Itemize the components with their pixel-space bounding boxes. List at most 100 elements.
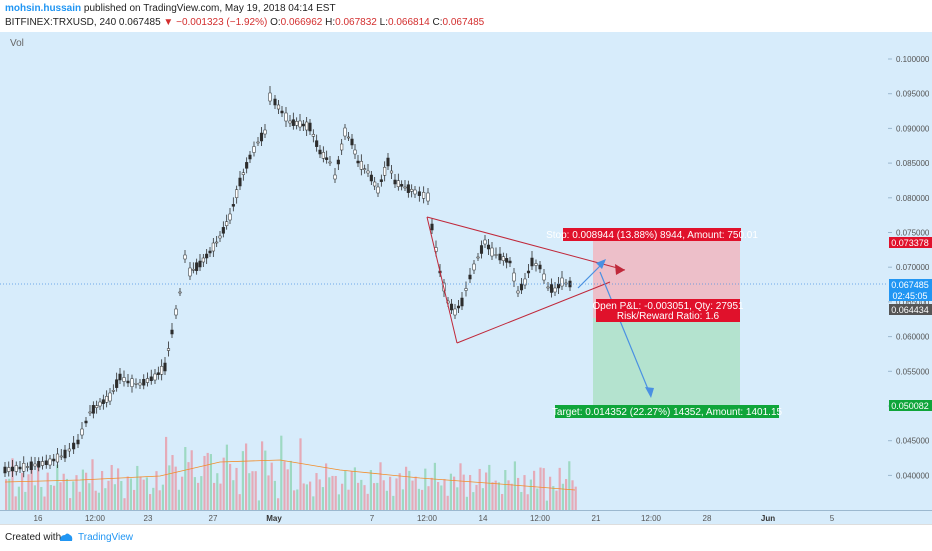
candle-body	[101, 399, 105, 404]
candle-body	[72, 442, 76, 450]
volume-bar	[129, 478, 132, 510]
volume-bar	[376, 482, 379, 510]
volume-bar	[283, 461, 286, 510]
target-profit-zone[interactable]	[593, 318, 740, 406]
time-axis[interactable]: 16 12:00 23 27 May 7 12:00 14 12:00 21 12:00 28 Jun 5	[0, 510, 888, 525]
candle-body	[308, 122, 312, 132]
volume-bar	[299, 438, 302, 510]
volume-bar	[152, 487, 155, 510]
volume-bar	[168, 465, 171, 510]
price-tick-label: 0.040000	[896, 471, 930, 480]
volume-bar	[337, 494, 340, 510]
volume-bar	[309, 481, 312, 510]
volume-bar	[78, 491, 81, 510]
target-label-box	[555, 405, 779, 418]
triangle-upper-line[interactable]	[426, 216, 626, 271]
candle-body	[298, 120, 302, 128]
triangle-left-line[interactable]	[426, 216, 458, 344]
time-tick-label: 12:00	[417, 514, 438, 523]
volume-bar	[293, 490, 296, 510]
candle-body	[530, 257, 534, 267]
volume-bar	[510, 483, 513, 510]
volume-bar	[507, 480, 510, 510]
volume-bar	[472, 492, 475, 510]
volume-bar	[200, 476, 203, 510]
candle-body	[494, 254, 498, 256]
chart-area[interactable]: Vol Stop: 0.008944 (13.88%) 8944, Amount…	[0, 32, 889, 510]
volume-bar	[17, 486, 20, 510]
volume-bar	[46, 472, 49, 510]
volume-bar	[382, 480, 385, 510]
volume-bar	[267, 475, 270, 510]
price-tick-label: 0.045000	[896, 437, 930, 446]
volume-bar	[497, 482, 500, 510]
candle-body	[183, 254, 187, 260]
target-arrow[interactable]	[599, 271, 651, 395]
candle-body	[346, 136, 351, 139]
candle-body	[228, 213, 232, 221]
candle-body	[245, 162, 249, 169]
candle-body	[268, 92, 272, 102]
candle-body	[315, 140, 319, 147]
volume-bar	[401, 489, 404, 510]
volume-bar	[549, 476, 552, 510]
candle-body	[134, 383, 138, 385]
volume-bar	[88, 483, 91, 510]
candle-body	[560, 277, 564, 287]
candle-body	[472, 263, 476, 271]
candle-body	[84, 420, 88, 424]
volume-bar	[433, 462, 436, 510]
candle-body	[238, 177, 242, 187]
volume-bar	[517, 477, 520, 510]
candle-body	[449, 303, 454, 311]
candle-body	[564, 282, 568, 285]
candle-body	[546, 286, 550, 289]
volume-bar	[446, 495, 449, 510]
candle-body	[115, 379, 119, 388]
price-axis-svg[interactable]: 0.100000 0.095000 0.090000 0.085000 0.080000…	[888, 32, 932, 510]
countdown-text: 02:45:05	[892, 291, 927, 301]
volume-bar	[72, 481, 75, 510]
price-tick-label: 0.100000	[896, 55, 930, 64]
high-value: 0.067832	[335, 17, 377, 28]
volume-bar	[526, 494, 529, 510]
candle-body	[170, 329, 174, 335]
volume-bar	[203, 455, 206, 510]
volume-label: Vol	[10, 38, 24, 49]
volume-bar	[101, 471, 104, 510]
candle-body	[256, 141, 260, 144]
time-axis-svg[interactable]: 16 12:00 23 27 May 7 12:00 14 12:00 21 12:00 28 Jun 5	[0, 511, 888, 525]
volume-bar	[264, 450, 267, 510]
symbol-name[interactable]: BITFINEX:TRXUSD, 240	[5, 17, 117, 28]
volume-bar	[136, 465, 139, 510]
candle-body	[393, 179, 397, 185]
author-link[interactable]: mohsin.hussain	[5, 3, 82, 14]
volume-bar	[65, 478, 68, 510]
close-value: 0.067485	[442, 17, 485, 28]
triangle-lower-line[interactable]	[456, 281, 611, 344]
volume-bar	[574, 486, 577, 510]
candle-body	[464, 288, 468, 291]
candle-body	[10, 466, 15, 472]
candle-body	[195, 262, 199, 271]
candle-body	[413, 189, 417, 195]
price-tick-label: 0.060000	[896, 333, 930, 342]
volume-bar	[462, 474, 465, 510]
price-axis[interactable]: 0.100000 0.095000 0.090000 0.085000 0.080000…	[888, 32, 932, 510]
volume-bar	[318, 479, 321, 510]
volume-bar	[94, 490, 97, 510]
volume-bar	[353, 467, 356, 510]
volume-bar	[565, 479, 568, 510]
candle-body	[221, 227, 225, 234]
volume-bar	[491, 482, 494, 510]
candle-body	[174, 308, 178, 316]
candle-body	[95, 405, 99, 408]
axis-corner	[888, 510, 932, 525]
volume-bar	[133, 489, 136, 510]
triangle-arrow-head	[615, 264, 625, 275]
price-chart[interactable]: Vol Stop: 0.008944 (13.88%) 8944, Amount…	[0, 32, 888, 510]
volume-bar	[513, 461, 516, 510]
volume-bar	[459, 463, 462, 510]
tradingview-brand[interactable]: TradingView	[78, 532, 134, 543]
volume-bar	[8, 478, 11, 510]
